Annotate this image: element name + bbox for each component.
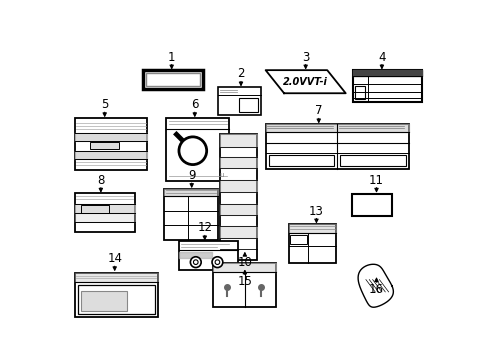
- Bar: [218, 87, 261, 115]
- Text: 5: 5: [101, 98, 108, 111]
- Text: 14: 14: [107, 252, 122, 265]
- Bar: [290, 235, 306, 244]
- Bar: [239, 98, 258, 112]
- Bar: [81, 291, 126, 311]
- Text: 6: 6: [191, 98, 198, 111]
- Bar: [352, 70, 421, 103]
- Bar: [143, 70, 203, 89]
- Text: 8: 8: [97, 174, 104, 187]
- Circle shape: [190, 257, 201, 267]
- Bar: [163, 189, 218, 239]
- Text: 10: 10: [237, 256, 252, 269]
- Circle shape: [179, 137, 206, 165]
- Bar: [166, 118, 229, 181]
- Bar: [146, 73, 200, 86]
- Text: 2: 2: [237, 67, 244, 81]
- Polygon shape: [265, 70, 345, 93]
- Text: 12: 12: [197, 221, 212, 234]
- Text: 11: 11: [368, 174, 383, 187]
- Text: u: u: [219, 172, 224, 178]
- Circle shape: [215, 260, 219, 265]
- Text: 7: 7: [314, 104, 322, 117]
- Bar: [354, 86, 364, 99]
- Bar: [179, 241, 238, 270]
- Circle shape: [212, 257, 223, 267]
- Bar: [90, 142, 119, 149]
- Bar: [288, 224, 336, 263]
- Bar: [75, 193, 135, 232]
- Bar: [220, 134, 257, 260]
- Bar: [213, 263, 276, 307]
- Text: 16: 16: [368, 283, 383, 296]
- Bar: [78, 285, 154, 314]
- Text: 1: 1: [167, 50, 175, 64]
- Text: 2.0VVT-i: 2.0VVT-i: [283, 77, 327, 87]
- Bar: [75, 273, 158, 317]
- Bar: [265, 124, 408, 169]
- Bar: [351, 194, 391, 216]
- Text: 13: 13: [308, 204, 323, 217]
- Text: 4: 4: [377, 50, 385, 64]
- Bar: [340, 155, 405, 166]
- Bar: [75, 118, 147, 170]
- Circle shape: [193, 260, 198, 265]
- Bar: [81, 205, 108, 213]
- Text: 15: 15: [237, 275, 252, 288]
- Text: 9: 9: [187, 169, 195, 182]
- Text: 3: 3: [302, 50, 309, 64]
- Bar: [268, 155, 333, 166]
